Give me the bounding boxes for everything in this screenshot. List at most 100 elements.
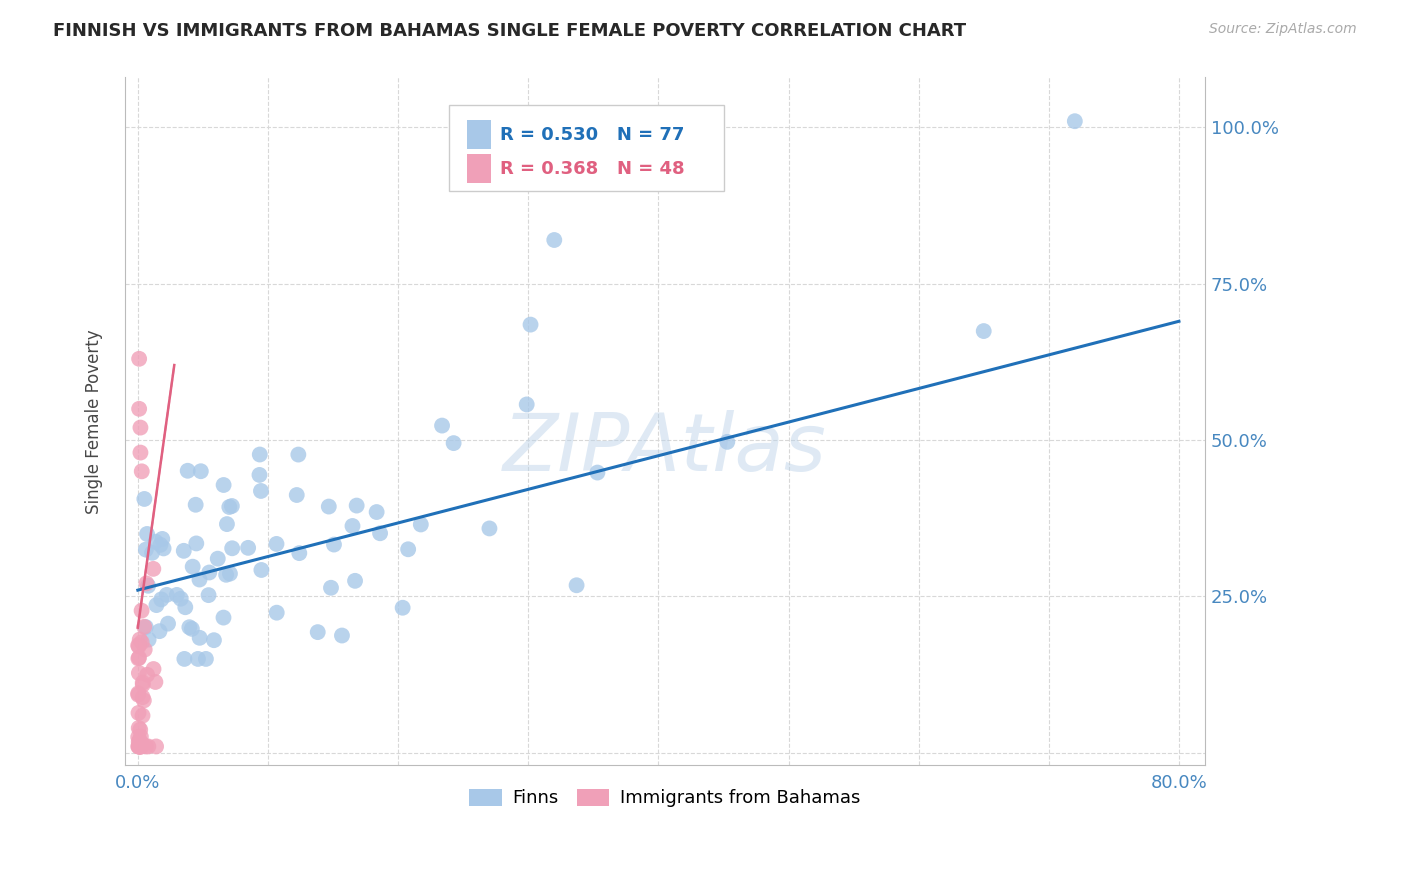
Point: [129, 739, 152, 754]
Point: [973, 324, 995, 338]
Point: [128, 739, 150, 754]
Point: [346, 499, 368, 513]
Point: [190, 464, 212, 478]
Point: [219, 566, 242, 581]
Point: [716, 434, 738, 449]
Point: [131, 464, 153, 478]
Point: [186, 536, 208, 550]
Point: [156, 588, 179, 602]
Point: [344, 574, 367, 588]
Point: [142, 562, 165, 576]
Point: [128, 739, 150, 754]
Point: [318, 500, 340, 514]
Point: [207, 551, 229, 566]
Point: [194, 652, 217, 666]
Point: [516, 397, 538, 411]
Bar: [467, 120, 491, 149]
Point: [173, 544, 195, 558]
Point: [212, 610, 235, 624]
Point: [128, 665, 150, 680]
Point: [131, 690, 153, 705]
Point: [181, 559, 204, 574]
Point: [127, 686, 149, 700]
Point: [128, 351, 150, 366]
Point: [176, 464, 198, 478]
Point: [136, 667, 159, 681]
Point: [128, 640, 150, 654]
Point: [128, 739, 150, 754]
Point: [188, 631, 211, 645]
Point: [180, 622, 202, 636]
Point: [127, 739, 149, 754]
Point: [131, 635, 153, 649]
Point: [131, 604, 153, 618]
Point: [198, 566, 221, 580]
FancyBboxPatch shape: [449, 105, 724, 191]
Point: [266, 537, 288, 551]
Point: [187, 652, 209, 666]
Point: [366, 505, 388, 519]
Point: [250, 563, 273, 577]
Point: [565, 578, 588, 592]
Point: [135, 739, 157, 754]
Point: [128, 721, 150, 735]
Point: [330, 628, 353, 642]
Text: R = 0.368   N = 48: R = 0.368 N = 48: [499, 160, 685, 178]
Point: [391, 600, 413, 615]
Point: [128, 706, 150, 720]
Point: [138, 632, 160, 647]
Point: [157, 616, 180, 631]
Point: [132, 693, 155, 707]
Point: [127, 638, 149, 652]
Point: [127, 651, 149, 665]
Point: [136, 579, 159, 593]
Point: [129, 739, 152, 754]
Point: [128, 650, 150, 665]
Point: [368, 526, 391, 541]
Point: [134, 491, 156, 506]
Y-axis label: Single Female Poverty: Single Female Poverty: [86, 329, 103, 514]
Point: [409, 517, 432, 532]
Point: [134, 642, 156, 657]
Point: [174, 600, 197, 615]
Point: [188, 573, 211, 587]
Point: [136, 527, 159, 541]
Point: [307, 625, 329, 640]
Point: [202, 633, 225, 648]
Point: [128, 401, 150, 416]
Point: [152, 541, 174, 556]
Point: [215, 517, 238, 532]
Point: [128, 735, 150, 749]
Point: [184, 498, 207, 512]
Point: [197, 588, 219, 602]
Point: [519, 318, 541, 332]
Point: [266, 606, 288, 620]
Point: [250, 483, 273, 498]
Point: [323, 537, 346, 551]
Text: FINNISH VS IMMIGRANTS FROM BAHAMAS SINGLE FEMALE POVERTY CORRELATION CHART: FINNISH VS IMMIGRANTS FROM BAHAMAS SINGL…: [53, 22, 966, 40]
Point: [148, 624, 170, 639]
Point: [135, 620, 157, 634]
Point: [129, 445, 152, 459]
Point: [173, 652, 195, 666]
Point: [543, 233, 565, 247]
Point: [478, 521, 501, 535]
Point: [287, 448, 309, 462]
Point: [149, 538, 172, 552]
Point: [145, 675, 167, 690]
Point: [150, 532, 173, 546]
Point: [221, 541, 243, 556]
Point: [129, 723, 152, 737]
Point: [1063, 114, 1085, 128]
Point: [236, 541, 259, 555]
Point: [135, 576, 157, 591]
Point: [131, 708, 153, 723]
Point: [166, 588, 188, 602]
Point: [141, 546, 163, 560]
Point: [288, 546, 311, 560]
Point: [145, 598, 167, 612]
Point: [129, 730, 152, 744]
Point: [134, 620, 156, 634]
Point: [128, 733, 150, 747]
Bar: [467, 154, 491, 184]
